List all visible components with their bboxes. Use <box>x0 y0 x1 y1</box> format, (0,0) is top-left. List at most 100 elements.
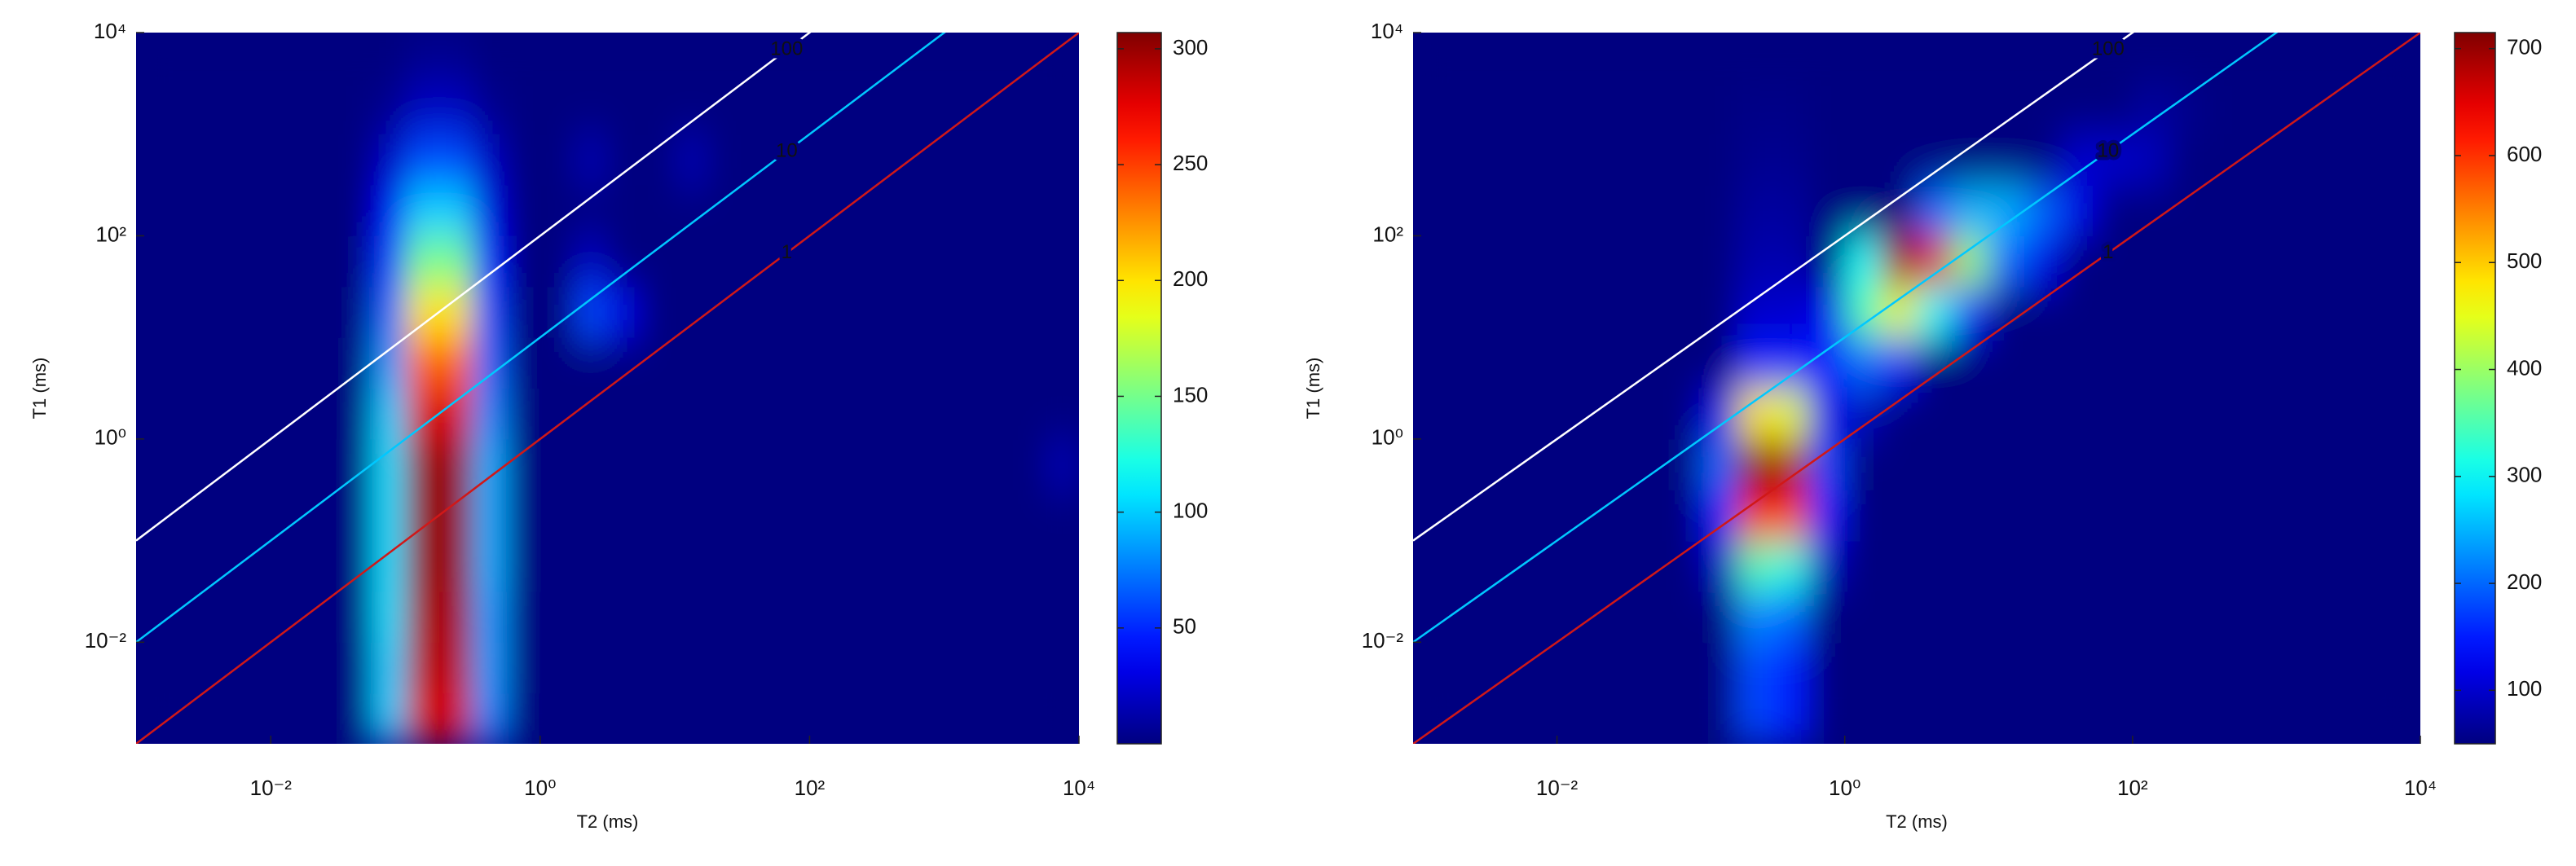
heatmap-cell <box>607 591 642 643</box>
heatmap-cell <box>539 134 575 186</box>
heatmap-cell <box>1737 642 1773 694</box>
heatmap-cell <box>473 185 508 237</box>
heatmap-cell <box>1916 642 1953 694</box>
heatmap-cell <box>405 134 440 186</box>
heatmap-cell <box>2240 490 2278 542</box>
heatmap-cell <box>1628 286 1666 338</box>
heatmap-cell <box>1485 438 1521 490</box>
heatmap-cell <box>978 33 1012 84</box>
heatmap-cell <box>944 286 979 338</box>
heatmap-cell <box>574 33 609 84</box>
heatmap-cell <box>1628 83 1666 135</box>
heatmap-cell <box>1808 33 1846 84</box>
heatmap-cell <box>1011 185 1046 237</box>
heatmap-cell <box>506 642 541 694</box>
heatmap-cell <box>675 591 710 643</box>
heatmap-cell <box>1737 235 1773 288</box>
heatmap-cell <box>473 134 508 186</box>
heatmap-cell <box>2204 642 2241 694</box>
heatmap-cell <box>776 235 811 288</box>
heatmap-cell <box>1880 438 1918 490</box>
heatmap-cell <box>2024 388 2062 440</box>
heatmap-cell <box>843 33 878 84</box>
heatmap-cell <box>574 286 609 338</box>
heatmap-cell <box>2348 337 2385 389</box>
heatmap-cell <box>2204 692 2241 744</box>
heatmap-cell <box>708 185 743 237</box>
heatmap-cell <box>2384 591 2420 643</box>
heatmap-cell <box>2096 235 2133 288</box>
heatmap-cell <box>1521 591 1558 643</box>
heatmap-cell <box>1737 134 1773 186</box>
heatmap-cell <box>203 286 238 338</box>
heatmap-cell <box>2204 235 2241 288</box>
heatmap-cell <box>944 235 979 288</box>
heatmap-cell <box>203 438 238 490</box>
heatmap-cell <box>2096 540 2133 592</box>
heatmap-cell <box>2132 337 2169 389</box>
heatmap-cell <box>1664 540 1702 592</box>
heatmap-cell <box>2169 388 2205 440</box>
heatmap-cell <box>1772 642 1810 694</box>
heatmap-cell <box>337 83 372 135</box>
heatmap-cell <box>1045 438 1079 490</box>
heatmap-cell <box>438 337 473 389</box>
heatmap-cell <box>978 540 1012 592</box>
heatmap-cell <box>1628 490 1666 542</box>
heatmap-cell <box>843 540 878 592</box>
heatmap-cell <box>776 642 811 694</box>
heatmap-cell <box>2060 134 2098 186</box>
heatmap-cell <box>1664 286 1702 338</box>
heatmap-cell <box>2024 490 2062 542</box>
heatmap-cell <box>708 83 743 135</box>
heatmap-cell <box>2060 692 2098 744</box>
heatmap-cell <box>2060 337 2098 389</box>
heatmap-cell <box>1449 33 1486 84</box>
colorbar-tick-label: 700 <box>2507 35 2542 59</box>
heatmap-cell <box>2312 286 2349 338</box>
heatmap-cell <box>405 692 440 744</box>
heatmap-cell <box>405 235 440 288</box>
heatmap-cell <box>944 134 979 186</box>
heatmap-cell <box>1880 134 1918 186</box>
heatmap-cell <box>641 692 676 744</box>
heatmap-cell <box>809 438 844 490</box>
heatmap-cell <box>337 286 372 338</box>
heatmap-cell <box>1844 286 1882 338</box>
heatmap-cell <box>1953 235 1989 288</box>
heatmap-cell <box>1953 642 1989 694</box>
heatmap-cell <box>641 591 676 643</box>
heatmap-cell <box>1701 185 1737 237</box>
heatmap-cell <box>978 438 1012 490</box>
heatmap-cell <box>1664 33 1702 84</box>
heatmap-cell <box>978 134 1012 186</box>
heatmap-cell <box>1045 33 1079 84</box>
heatmap-cell <box>236 438 271 490</box>
heatmap-cell <box>2276 33 2314 84</box>
x-tick-label: 10⁴ <box>1063 776 1095 800</box>
heatmap-cell <box>776 692 811 744</box>
heatmap-cell <box>2348 490 2385 542</box>
heatmap-cell <box>809 337 844 389</box>
heatmap-cell <box>574 490 609 542</box>
heatmap-cell <box>136 337 170 389</box>
heatmap-cell <box>539 490 575 542</box>
heatmap-cell <box>877 438 911 490</box>
heatmap-cell <box>304 591 339 643</box>
heatmap-cell <box>1521 83 1558 135</box>
y-axis-label: T1 (ms) <box>1303 358 1323 420</box>
heatmap-cell <box>136 33 170 84</box>
heatmap-cell <box>136 490 170 542</box>
heatmap-cell <box>843 286 878 338</box>
heatmap-cell <box>742 33 777 84</box>
heatmap-cell <box>539 286 575 338</box>
heatmap-cell <box>372 692 407 744</box>
heatmap-cell <box>2348 185 2385 237</box>
heatmap-cell <box>1521 540 1558 592</box>
heatmap-cell <box>2240 134 2278 186</box>
heatmap-cell <box>1808 388 1846 440</box>
heatmap-cell <box>1737 286 1773 338</box>
heatmap-cell <box>1485 388 1521 440</box>
heatmap-cell <box>843 83 878 135</box>
